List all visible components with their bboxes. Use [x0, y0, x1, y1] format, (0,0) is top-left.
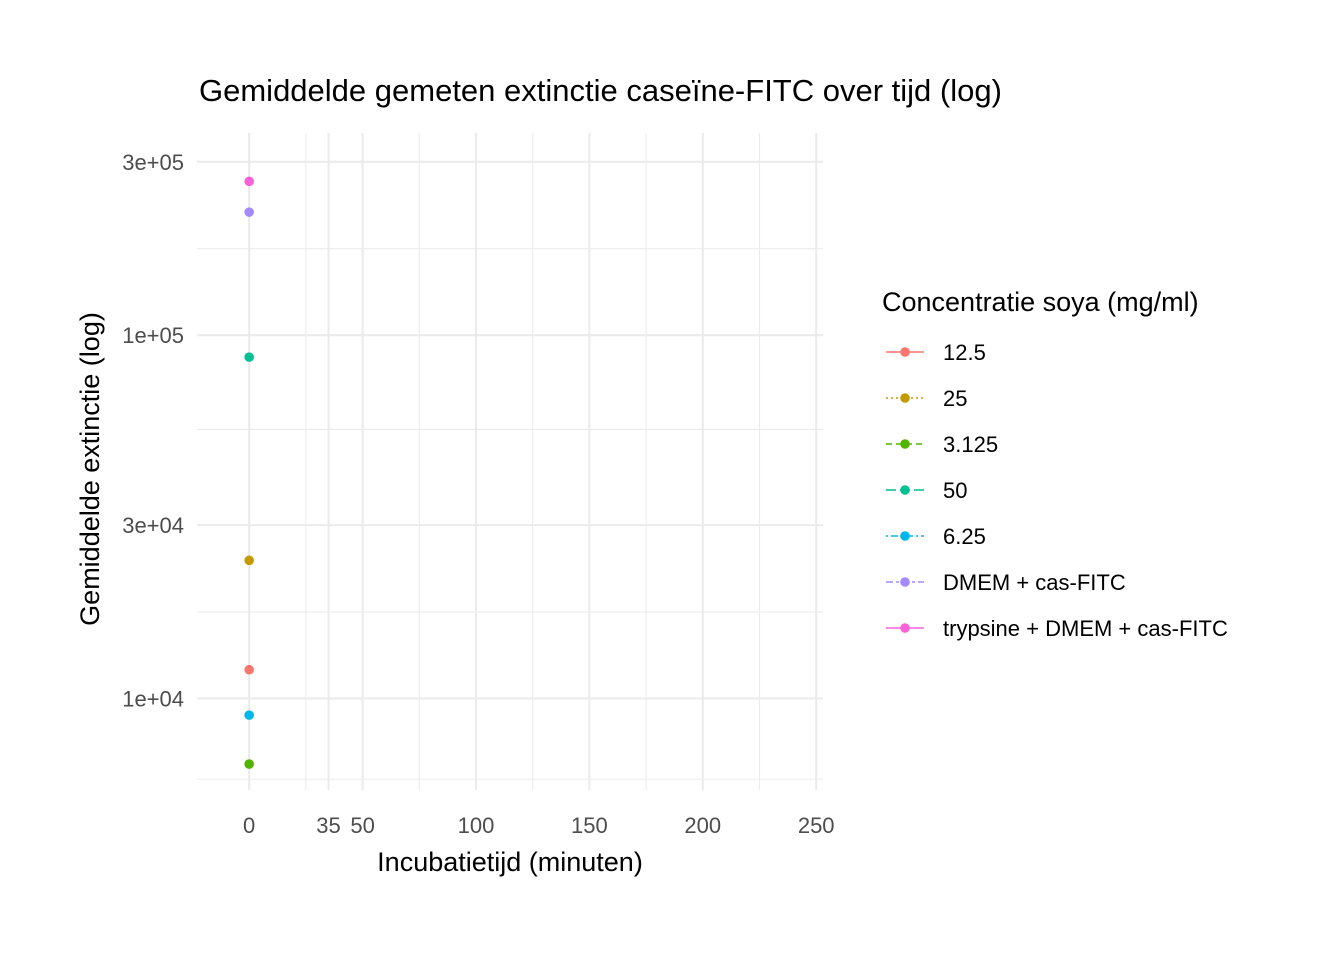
legend-label: 50: [943, 478, 967, 503]
legend-point-key: [900, 531, 910, 541]
legend-label: DMEM + cas-FITC: [943, 570, 1126, 595]
chart-title: Gemiddelde gemeten extinctie caseïne-FIT…: [199, 73, 1002, 108]
x-tick-label: 200: [684, 813, 721, 838]
y-axis-title: Gemiddelde extinctie (log): [75, 312, 105, 626]
x-tick-label: 150: [571, 813, 608, 838]
y-tick-label: 1e+04: [122, 687, 184, 712]
legend-point-key: [900, 577, 910, 587]
data-point-3-125: [244, 759, 254, 769]
legend-label: 6.25: [943, 524, 986, 549]
legend-item: DMEM + cas-FITC: [886, 570, 1126, 595]
data-point-dmem-cas-fitc: [244, 207, 254, 217]
x-tick-label: 0: [243, 813, 255, 838]
legend-item: 50: [886, 478, 967, 503]
major-gridlines: [197, 133, 823, 790]
legend-title: Concentratie soya (mg/ml): [882, 287, 1199, 317]
data-point-trypsine-dmem-cas-fitc: [244, 176, 254, 187]
legend-item: 25: [886, 386, 967, 411]
y-axis-tick-labels: 1e+04 3e+04 1e+05 3e+05: [122, 150, 184, 712]
legend-label: 25: [943, 386, 967, 411]
legend-label: trypsine + DMEM + cas-FITC: [943, 616, 1228, 641]
legend: Concentratie soya (mg/ml) 12.5 25 3.125 50 6…: [882, 287, 1228, 641]
legend-label: 12.5: [943, 340, 986, 365]
legend-item: 3.125: [886, 432, 998, 457]
data-point-6-25: [244, 710, 254, 720]
legend-point-key: [900, 623, 910, 633]
legend-point-key: [900, 439, 910, 449]
legend-item: 6.25: [886, 524, 986, 549]
x-axis-title: Incubatietijd (minuten): [377, 847, 643, 877]
legend-point-key: [900, 485, 910, 495]
y-tick-label: 3e+04: [122, 513, 184, 538]
minor-gridlines: [197, 133, 823, 790]
x-tick-label: 35: [316, 813, 340, 838]
y-tick-label: 1e+05: [122, 323, 184, 348]
legend-items: 12.5 25 3.125 50 6.25 DMEM + cas-FITC trypsine…: [886, 340, 1228, 641]
data-point-25: [244, 555, 254, 566]
x-axis-tick-labels: 0 35 50 100 150 200 250: [243, 813, 835, 838]
data-point-50: [244, 352, 254, 362]
data-point-12-5: [244, 664, 254, 675]
x-tick-label: 100: [458, 813, 495, 838]
legend-item: 12.5: [886, 340, 986, 365]
x-tick-label: 250: [798, 813, 835, 838]
legend-point-key: [900, 393, 910, 403]
legend-label: 3.125: [943, 432, 998, 457]
legend-item: trypsine + DMEM + cas-FITC: [886, 616, 1228, 641]
x-tick-label: 50: [350, 813, 374, 838]
y-tick-label: 3e+05: [122, 150, 184, 175]
data-points: [244, 176, 254, 769]
legend-point-key: [900, 347, 910, 357]
plot-panel: [197, 133, 823, 790]
